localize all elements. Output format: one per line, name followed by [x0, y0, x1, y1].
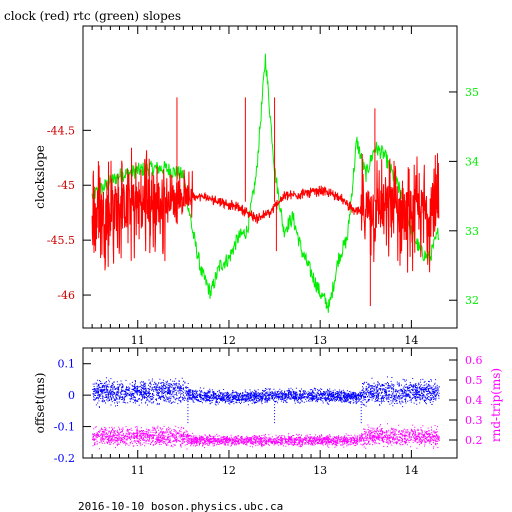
- chart-title: clock (red) rtc (green) slopes: [4, 9, 181, 23]
- right-tick-label: 35: [465, 86, 479, 99]
- right-tick-label: 34: [465, 155, 479, 168]
- right-tick-label: 32: [465, 294, 479, 307]
- x-tick-label: 14: [404, 464, 418, 477]
- right-tick-label: 0.5: [465, 374, 483, 387]
- slopes-frame: [82, 25, 458, 329]
- right-tick-label: 33: [465, 225, 479, 238]
- right-tick-label: 0.3: [465, 414, 483, 427]
- offset-axis-label: offset(ms): [33, 373, 47, 434]
- rtc-series-line: [91, 53, 440, 313]
- roundtrip-axis-label: rnd-trip(ms): [489, 368, 503, 442]
- offset-points: [92, 376, 440, 408]
- left-tick-label: 0: [68, 389, 75, 402]
- x-tick-label: 12: [222, 464, 236, 477]
- roundtrip-points: [92, 423, 440, 450]
- left-tick-label: -0.1: [54, 421, 75, 434]
- x-tick-label: 13: [313, 464, 327, 477]
- x-tick-label: 11: [131, 464, 145, 477]
- left-tick-label: -44.5: [47, 124, 75, 137]
- offset-panel: 11 12 13 14 0.1 0 -0.1 -0.2 0.2 0.3 0.4 0.5 0.6 offs…: [33, 347, 503, 477]
- left-tick-label: -46: [57, 289, 75, 302]
- x-tick-label: 11: [131, 334, 145, 347]
- x-tick-label: 13: [313, 334, 327, 347]
- offset-frame: [82, 347, 458, 459]
- x-tick-label: 12: [222, 334, 236, 347]
- left-tick-label: -0.2: [54, 452, 75, 465]
- clock-series-line: [91, 147, 440, 273]
- x-tick-label: 14: [404, 334, 418, 347]
- footer-host-date: 2016-10-10 boson.physics.ubc.ca: [78, 500, 283, 512]
- right-tick-label: 0.4: [465, 394, 483, 407]
- clockslope-axis-label: clockslope: [33, 145, 47, 209]
- left-tick-label: 0.1: [58, 358, 76, 371]
- left-tick-label: -45.5: [47, 234, 75, 247]
- left-tick-label: -45: [57, 179, 75, 192]
- slopes-panel: 11 12 13 14 -44.5 -45 -45.5 -46 32 33 34 35 clocksl…: [33, 25, 479, 347]
- right-tick-label: 0.2: [465, 434, 483, 447]
- right-tick-label: 0.6: [465, 354, 483, 367]
